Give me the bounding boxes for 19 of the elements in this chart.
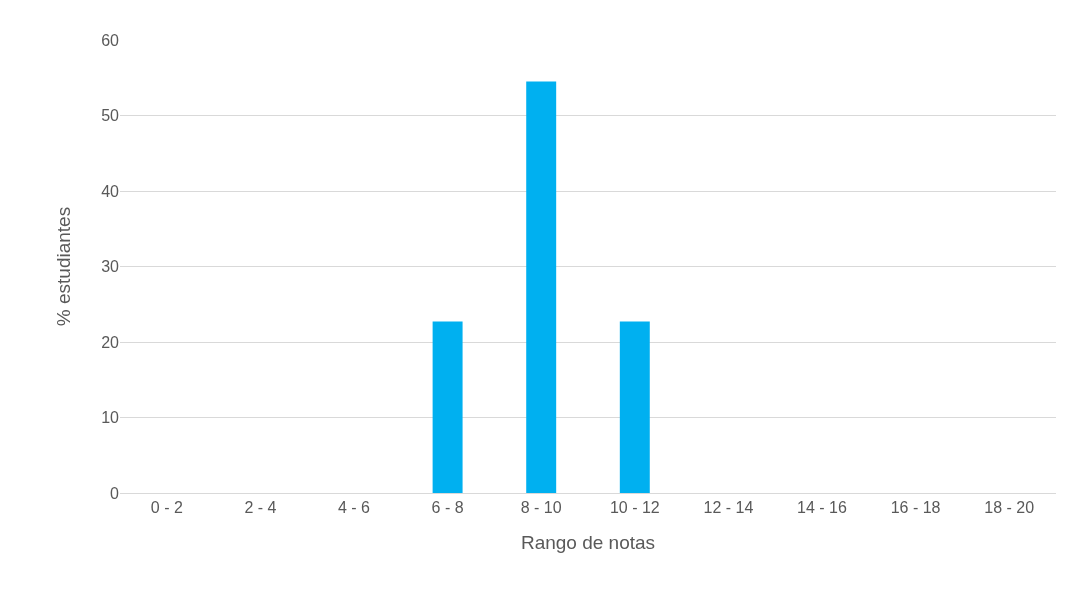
x-axis-title: Rango de notas: [520, 532, 656, 553]
y-tick-label: 30: [101, 258, 120, 276]
x-tick-label: 16 - 18: [890, 499, 941, 517]
x-tick-label: 2 - 4: [244, 499, 277, 517]
y-tick-label: 50: [101, 107, 120, 125]
x-tick-label: 6 - 8: [431, 499, 464, 517]
x-tick-label: 8 - 10: [520, 499, 562, 517]
y-tick-label: 40: [101, 182, 120, 200]
y-axis-title: % estudiantes: [53, 206, 75, 327]
y-tick-label: 60: [101, 31, 120, 49]
x-tick-label: 10 - 12: [609, 499, 660, 517]
x-tick-label: 18 - 20: [984, 499, 1035, 517]
x-tick-label: 0 - 2: [150, 499, 183, 517]
x-tick-label: 12 - 14: [703, 499, 754, 517]
x-tick-label: 14 - 16: [797, 499, 848, 517]
x-tick-label: 4 - 6: [337, 499, 371, 517]
y-tick-label: 10: [101, 409, 120, 427]
y-tick-label: 20: [101, 333, 120, 351]
y-tick-label: 0: [110, 484, 120, 502]
